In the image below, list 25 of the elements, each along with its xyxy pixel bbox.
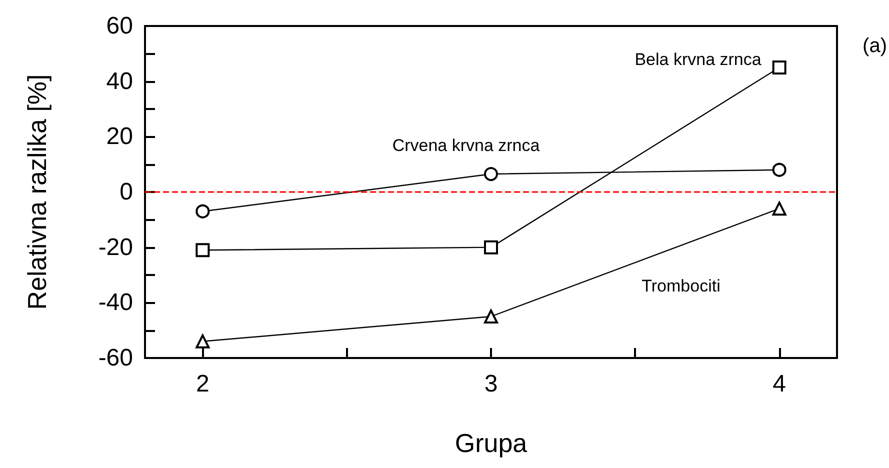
- y-tick-label: 60: [106, 12, 133, 40]
- y-tick-label: -60: [98, 344, 133, 372]
- x-axis-title: Grupa: [454, 428, 528, 458]
- point: [772, 162, 786, 177]
- y-axis-title: Relativna razlika [%]: [22, 74, 52, 310]
- y-tick-label: 0: [120, 178, 133, 206]
- point: [196, 204, 210, 218]
- point: [484, 310, 498, 324]
- point: [196, 243, 210, 258]
- series-label: Bela krvna zrnca: [634, 50, 762, 69]
- x-tick-label: 4: [772, 370, 786, 398]
- series-label: Trombociti: [642, 276, 720, 296]
- point: [772, 60, 786, 74]
- y-tick-label: -20: [98, 234, 133, 261]
- y-tick-label: 40: [106, 68, 133, 95]
- text: (a): [862, 35, 888, 57]
- y-tick-label: -40: [98, 289, 133, 316]
- series-label: Crvena krvna zrnca: [392, 136, 540, 156]
- point: [484, 240, 498, 254]
- x-tick-label: 3: [484, 370, 498, 398]
- point: [484, 167, 498, 182]
- point: [196, 334, 210, 348]
- y-tick-label: 20: [106, 123, 133, 150]
- point: [772, 202, 786, 216]
- x-tick-label: 2: [196, 370, 210, 398]
